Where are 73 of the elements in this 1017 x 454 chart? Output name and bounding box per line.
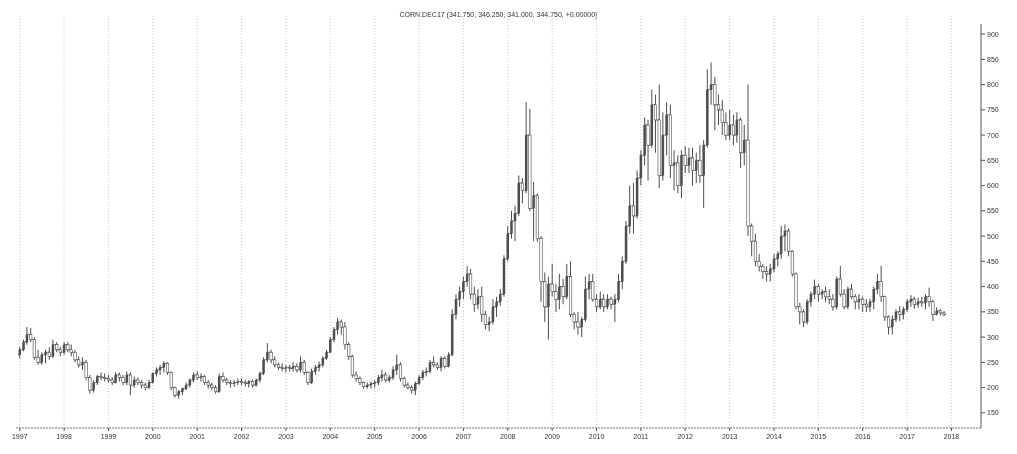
candlestick — [276, 361, 281, 371]
candlestick — [380, 369, 384, 383]
candlestick — [695, 152, 698, 184]
candlestick — [857, 293, 861, 310]
candlestick — [599, 291, 602, 310]
candlestick — [181, 387, 184, 396]
candlestick — [117, 371, 121, 383]
candlestick — [177, 389, 180, 400]
candlestick — [720, 99, 724, 136]
candlestick — [395, 354, 398, 376]
candlestick — [731, 114, 735, 146]
candlestick — [584, 276, 587, 323]
candlestick — [558, 273, 561, 310]
candlestick — [210, 382, 214, 391]
candlestick — [206, 379, 210, 390]
candlestick — [247, 379, 250, 389]
candlestick — [676, 154, 680, 194]
candlestick — [365, 382, 370, 390]
candlestick — [728, 109, 731, 141]
candlestick — [443, 355, 447, 369]
candlestick — [898, 305, 902, 322]
candlestick — [228, 379, 233, 389]
candlestick — [110, 377, 114, 386]
candlestick — [269, 349, 273, 364]
candlestick — [358, 375, 362, 386]
candlestick — [243, 379, 248, 388]
candlestick — [421, 369, 425, 381]
candlestick — [250, 379, 255, 389]
candlestick — [114, 371, 117, 385]
candlestick — [657, 84, 661, 189]
candlestick — [864, 298, 868, 313]
candlestick — [158, 364, 162, 376]
candlestick — [909, 294, 913, 308]
candlestick — [698, 144, 702, 184]
candlestick — [372, 379, 377, 389]
candlestick — [102, 372, 107, 383]
candlestick — [410, 384, 414, 395]
candlestick — [140, 379, 144, 390]
candlestick — [121, 374, 125, 386]
candlestick — [919, 296, 924, 308]
candlestick — [66, 341, 70, 353]
candlestick — [384, 371, 388, 384]
candlestick — [938, 308, 942, 316]
candlestick — [606, 293, 609, 310]
candlestick — [143, 382, 147, 391]
candlestick — [941, 310, 947, 317]
candlestick — [198, 372, 204, 383]
candlestick — [92, 379, 95, 394]
candlestick — [202, 374, 206, 386]
candlestick — [680, 149, 683, 199]
candlestick — [912, 296, 916, 310]
candlestick — [861, 296, 865, 313]
candlestick — [823, 286, 828, 303]
candlestick — [739, 116, 743, 169]
candlestick — [287, 364, 292, 372]
candlestick — [310, 367, 313, 385]
candlestick — [547, 276, 550, 341]
candlestick — [98, 371, 104, 381]
candlestick — [73, 349, 77, 363]
candlestick — [602, 293, 606, 313]
candlestick — [239, 378, 244, 386]
candlestick — [690, 147, 695, 187]
candlestick — [136, 377, 140, 386]
candlestick — [58, 346, 62, 357]
candlestick — [106, 374, 111, 384]
candlestick — [279, 362, 285, 372]
candlestick — [195, 370, 199, 381]
candlestick — [765, 265, 769, 283]
candlestick — [128, 371, 132, 396]
candlestick — [576, 311, 580, 336]
candlestick — [816, 283, 820, 303]
candlestick — [44, 349, 47, 364]
candlestick — [835, 276, 838, 310]
